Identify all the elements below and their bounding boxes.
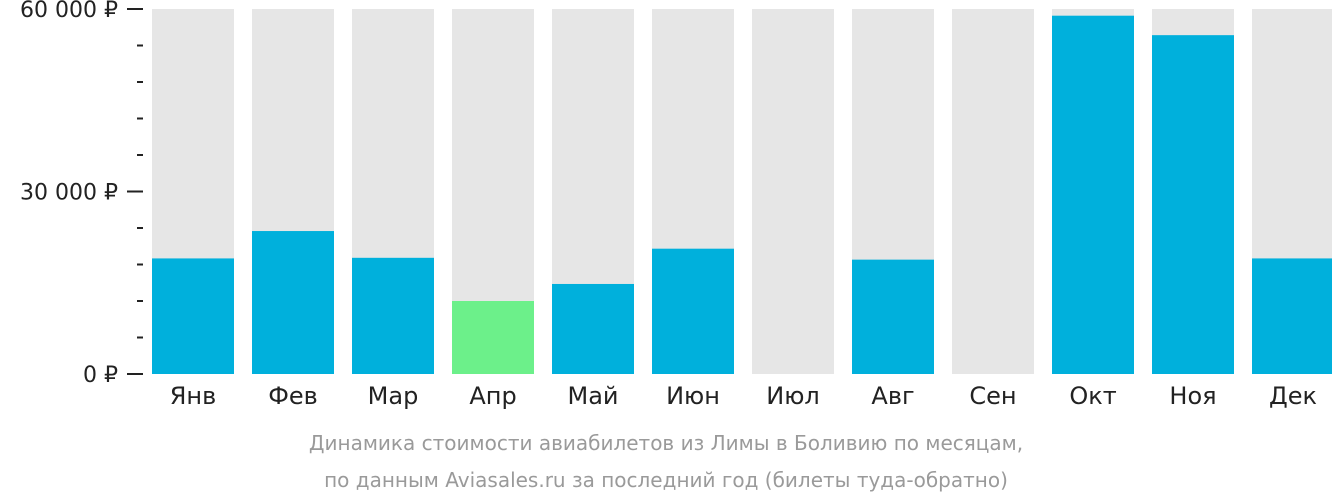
chart-caption-line-1: Динамика стоимости авиабилетов из Лимы в… — [308, 431, 1024, 455]
bar-4 — [452, 301, 534, 374]
x-tick-label-5: Май — [567, 382, 618, 410]
y-tick-label-1: 0 ₽ — [83, 363, 118, 388]
bar-3 — [352, 257, 434, 374]
x-tick-label-1: Янв — [170, 382, 217, 410]
chart-caption-line-2: по данным Aviasales.ru за последний год … — [324, 468, 1008, 492]
bar-11 — [1152, 35, 1234, 375]
x-tick-label-12: Дек — [1269, 382, 1317, 410]
y-tick-label-3: 60 000 ₽ — [20, 0, 118, 23]
bar-1 — [152, 258, 234, 374]
x-tick-label-4: Апр — [469, 382, 516, 410]
bar-background-9 — [952, 9, 1034, 374]
bar-12 — [1252, 258, 1332, 374]
bar-5 — [552, 283, 634, 374]
x-tick-label-8: Авг — [871, 382, 914, 410]
x-tick-label-9: Сен — [969, 382, 1016, 410]
x-tick-label-10: Окт — [1069, 382, 1116, 410]
bar-background-7 — [752, 9, 834, 374]
bar-8 — [852, 259, 934, 374]
x-tick-label-11: Ноя — [1169, 382, 1216, 410]
x-tick-label-2: Фев — [268, 382, 318, 410]
bar-10 — [1052, 15, 1134, 374]
y-tick-label-2: 30 000 ₽ — [20, 181, 118, 206]
bar-2 — [252, 231, 334, 374]
bar-6 — [652, 248, 734, 374]
x-tick-label-3: Мар — [368, 382, 419, 410]
x-tick-label-7: Июл — [766, 382, 820, 410]
x-tick-label-6: Июн — [666, 382, 720, 410]
